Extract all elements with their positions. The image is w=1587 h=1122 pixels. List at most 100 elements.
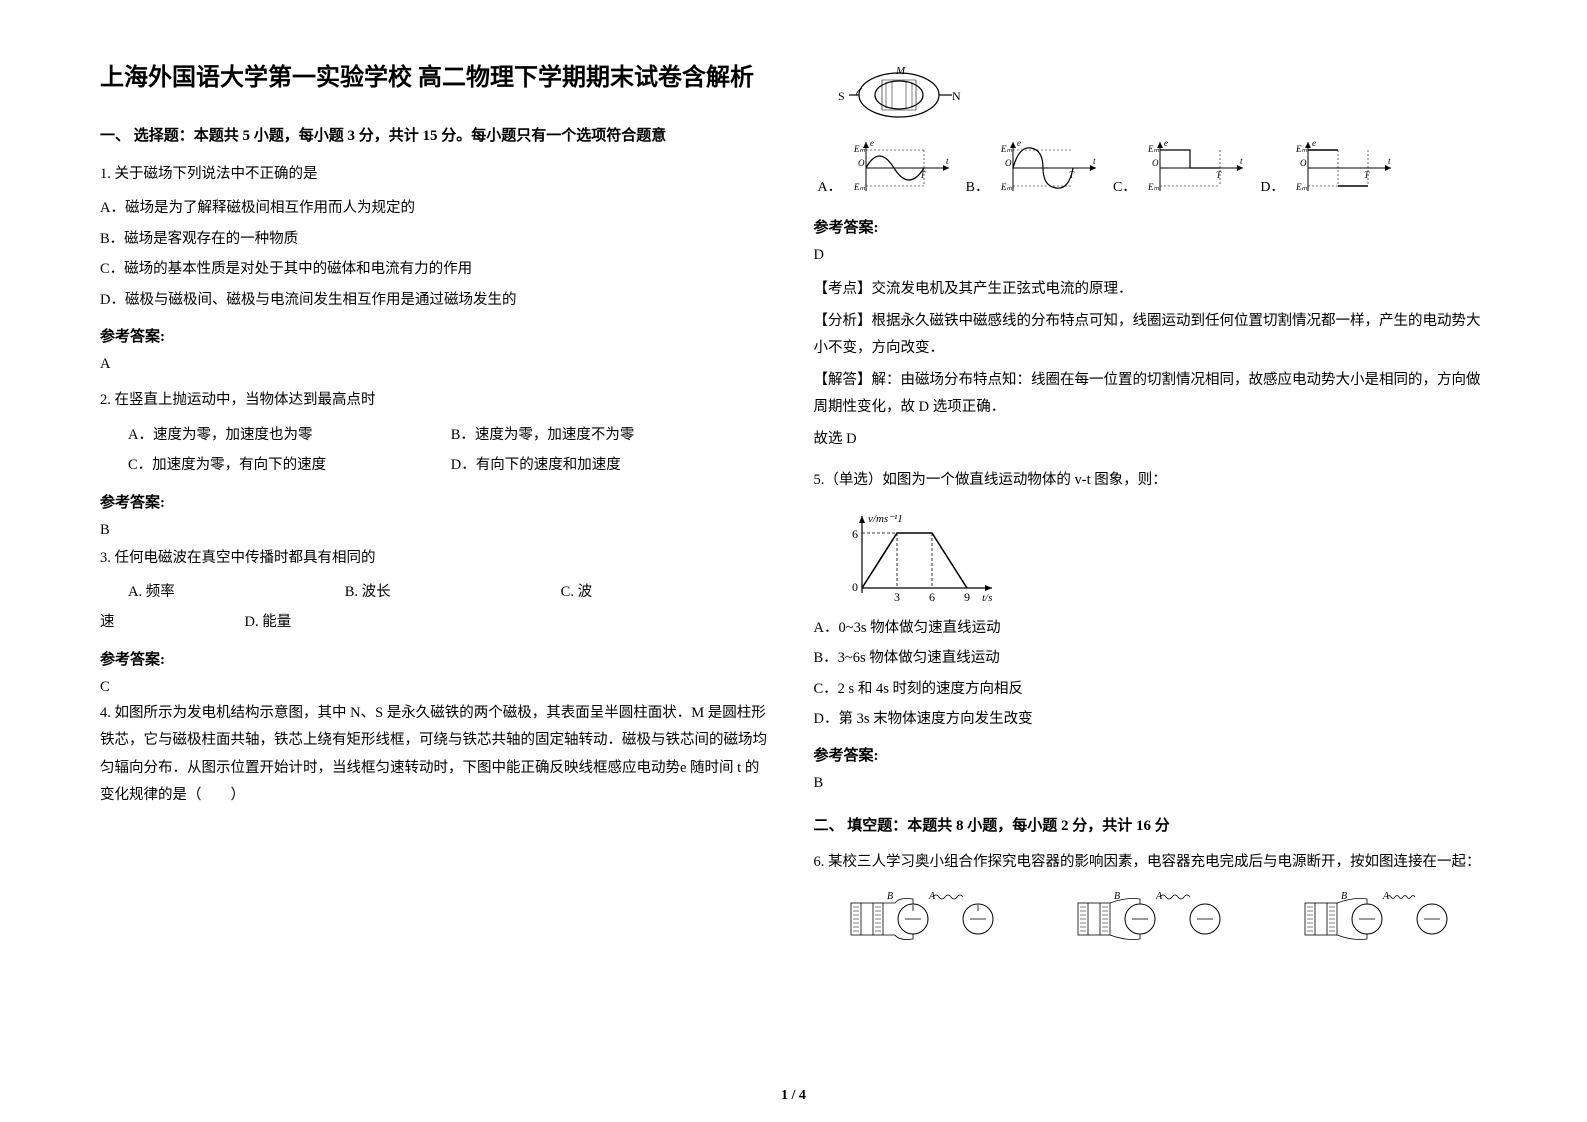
wave-chart-c: Eₘ O -Eₘ T t e	[1148, 136, 1248, 196]
wave-chart-b: Eₘ O -Eₘ T t e	[1001, 136, 1101, 196]
svg-text:t: t	[1093, 156, 1096, 166]
q2-opt-d: D．有向下的速度和加速度	[451, 450, 774, 480]
svg-text:O: O	[858, 158, 865, 168]
svg-text:M: M	[895, 65, 906, 77]
q4-stem: 4. 如图所示为发电机结构示意图，其中 N、S 是永久磁铁的两个磁极，其表面呈半…	[100, 700, 774, 810]
svg-text:t: t	[946, 156, 949, 166]
q3-stem: 3. 任何电磁波在真空中传播时都具有相同的	[100, 543, 774, 573]
q3-answer-label: 参考答案:	[100, 648, 774, 669]
q5-opt-d: D．第 3s 末物体速度方向发生改变	[814, 704, 1488, 734]
generator-diagram: M S N	[824, 60, 1488, 130]
q4-analysis-2: 【分析】根据永久磁铁中磁感线的分布特点可知，线圈运动到任何位置切割情况都一样，产…	[814, 308, 1488, 363]
q3-opt-b: B. 波长	[345, 577, 391, 607]
wave-chart-a: Eₘ O -Eₘ T t e	[854, 136, 954, 196]
q4-options-row: A． Eₘ O -Eₘ T t e B． Eₘ O	[814, 136, 1488, 196]
page-footer: 1 / 4	[0, 1088, 1587, 1104]
circuit-1: B A	[843, 889, 1003, 949]
svg-text:9: 9	[964, 590, 970, 603]
svg-text:T: T	[1364, 170, 1370, 180]
q5-stem: 5.（单选）如图为一个做直线运动物体的 v-t 图象，则：	[814, 465, 1488, 495]
q4-label-c: C．	[1113, 176, 1136, 196]
section-1-header: 一、 选择题：本题共 5 小题，每小题 3 分，共计 15 分。每小题只有一个选…	[100, 124, 774, 145]
q5-opt-c: C．2 s 和 4s 时刻的速度方向相反	[814, 674, 1488, 704]
q4-label-d: D．	[1260, 176, 1284, 196]
svg-text:A: A	[928, 891, 936, 902]
svg-text:T: T	[1216, 170, 1222, 180]
svg-text:T: T	[1069, 170, 1075, 180]
svg-text:e: e	[1164, 138, 1168, 148]
q5-opt-b: B．3~6s 物体做匀速直线运动	[814, 643, 1488, 673]
q6-circuits: B A B A	[814, 889, 1488, 949]
q4-answer: D	[814, 247, 1488, 264]
svg-text:e: e	[1017, 138, 1021, 148]
svg-text:-Eₘ: -Eₘ	[854, 182, 865, 192]
svg-text:-Eₘ: -Eₘ	[1148, 182, 1159, 192]
svg-text:B: B	[1114, 891, 1120, 902]
svg-text:Eₘ: Eₘ	[1296, 144, 1307, 154]
svg-text:e: e	[870, 138, 874, 148]
q6-stem: 6. 某校三人学习奥小组合作探究电容器的影响因素，电容器充电完成后与电源断开，按…	[814, 849, 1488, 877]
svg-text:6: 6	[852, 527, 858, 541]
q4-label-a: A．	[818, 176, 842, 196]
svg-text:3: 3	[894, 590, 900, 603]
svg-text:N: N	[952, 89, 961, 103]
svg-text:O: O	[1300, 158, 1307, 168]
q3-opt-c: C. 波	[561, 577, 592, 607]
q1-opt-d: D．磁极与磁极间、磁极与电流间发生相互作用是通过磁场发生的	[100, 285, 774, 315]
q2-stem: 2. 在竖直上抛运动中，当物体达到最高点时	[100, 385, 774, 415]
wave-chart-d: Eₘ O -Eₘ T t e	[1296, 136, 1396, 196]
svg-text:-Eₘ: -Eₘ	[1296, 182, 1307, 192]
svg-text:Eₘ: Eₘ	[1148, 144, 1159, 154]
svg-text:B: B	[887, 891, 893, 902]
q3-answer: C	[100, 679, 774, 696]
q5-chart: 6 0 3 6 9 t/s v/ms⁻¹1	[842, 508, 1488, 603]
svg-text:A: A	[1155, 891, 1163, 902]
q4-analysis-3: 【解答】解：由磁场分布特点知：线圈在每一位置的切割情况相同，故感应电动势大小是相…	[814, 367, 1488, 422]
q1-opt-c: C．磁场的基本性质是对处于其中的磁体和电流有力的作用	[100, 254, 774, 284]
q2-answer: B	[100, 522, 774, 539]
q4-analysis-4: 故选 D	[814, 426, 1488, 454]
q1-opt-a: A．磁场是为了解释磁极间相互作用而人为规定的	[100, 193, 774, 223]
q4-answer-label: 参考答案:	[814, 216, 1488, 237]
svg-text:A: A	[1382, 891, 1390, 902]
q3-opt-d: D. 能量	[245, 607, 292, 637]
q1-answer-label: 参考答案:	[100, 325, 774, 346]
circuit-3: B A	[1297, 889, 1457, 949]
svg-text:-Eₘ: -Eₘ	[1001, 182, 1012, 192]
circuit-2: B A	[1070, 889, 1230, 949]
q2-opt-c: C．加速度为零，有向下的速度	[128, 450, 451, 480]
section-2-header: 二、 填空题：本题共 8 小题，每小题 2 分，共计 16 分	[814, 814, 1488, 835]
svg-text:Eₘ: Eₘ	[1001, 144, 1012, 154]
q3-row-2: 速 D. 能量	[100, 607, 774, 637]
q2-opt-b: B．速度为零，加速度不为零	[451, 420, 774, 450]
svg-text:O: O	[1152, 158, 1159, 168]
right-column: M S N A． Eₘ O -Eₘ T t e B．	[794, 60, 1508, 1092]
q3-row-1: A. 频率 B. 波长 C. 波	[128, 577, 774, 607]
svg-text:B: B	[1341, 891, 1347, 902]
q3-opt-a: A. 频率	[128, 577, 175, 607]
q2-answer-label: 参考答案:	[100, 491, 774, 512]
svg-text:v/ms⁻¹1: v/ms⁻¹1	[868, 513, 903, 525]
q1-answer: A	[100, 356, 774, 373]
q2-row-1: A．速度为零，加速度也为零 B．速度为零，加速度不为零	[128, 420, 774, 450]
q1-opt-b: B．磁场是客观存在的一种物质	[100, 224, 774, 254]
q1-stem: 1. 关于磁场下列说法中不正确的是	[100, 159, 774, 189]
q4-label-b: B．	[966, 176, 989, 196]
q5-answer: B	[814, 775, 1488, 792]
svg-text:Eₘ: Eₘ	[854, 144, 865, 154]
svg-text:S: S	[838, 89, 845, 103]
svg-text:6: 6	[929, 590, 935, 603]
svg-text:0: 0	[852, 580, 858, 594]
svg-text:t/s: t/s	[982, 592, 992, 603]
q2-opt-a: A．速度为零，加速度也为零	[128, 420, 451, 450]
q5-answer-label: 参考答案:	[814, 744, 1488, 765]
svg-text:e: e	[1312, 138, 1316, 148]
svg-text:T: T	[920, 170, 926, 180]
q4-analysis-1: 【考点】交流发电机及其产生正弦式电流的原理．	[814, 276, 1488, 304]
q3-speed: 速	[100, 607, 115, 637]
svg-text:t: t	[1240, 156, 1243, 166]
page-title: 上海外国语大学第一实验学校 高二物理下学期期末试卷含解析	[100, 60, 774, 96]
q2-row-2: C．加速度为零，有向下的速度 D．有向下的速度和加速度	[128, 450, 774, 480]
q5-opt-a: A．0~3s 物体做匀速直线运动	[814, 613, 1488, 643]
svg-text:t: t	[1388, 156, 1391, 166]
